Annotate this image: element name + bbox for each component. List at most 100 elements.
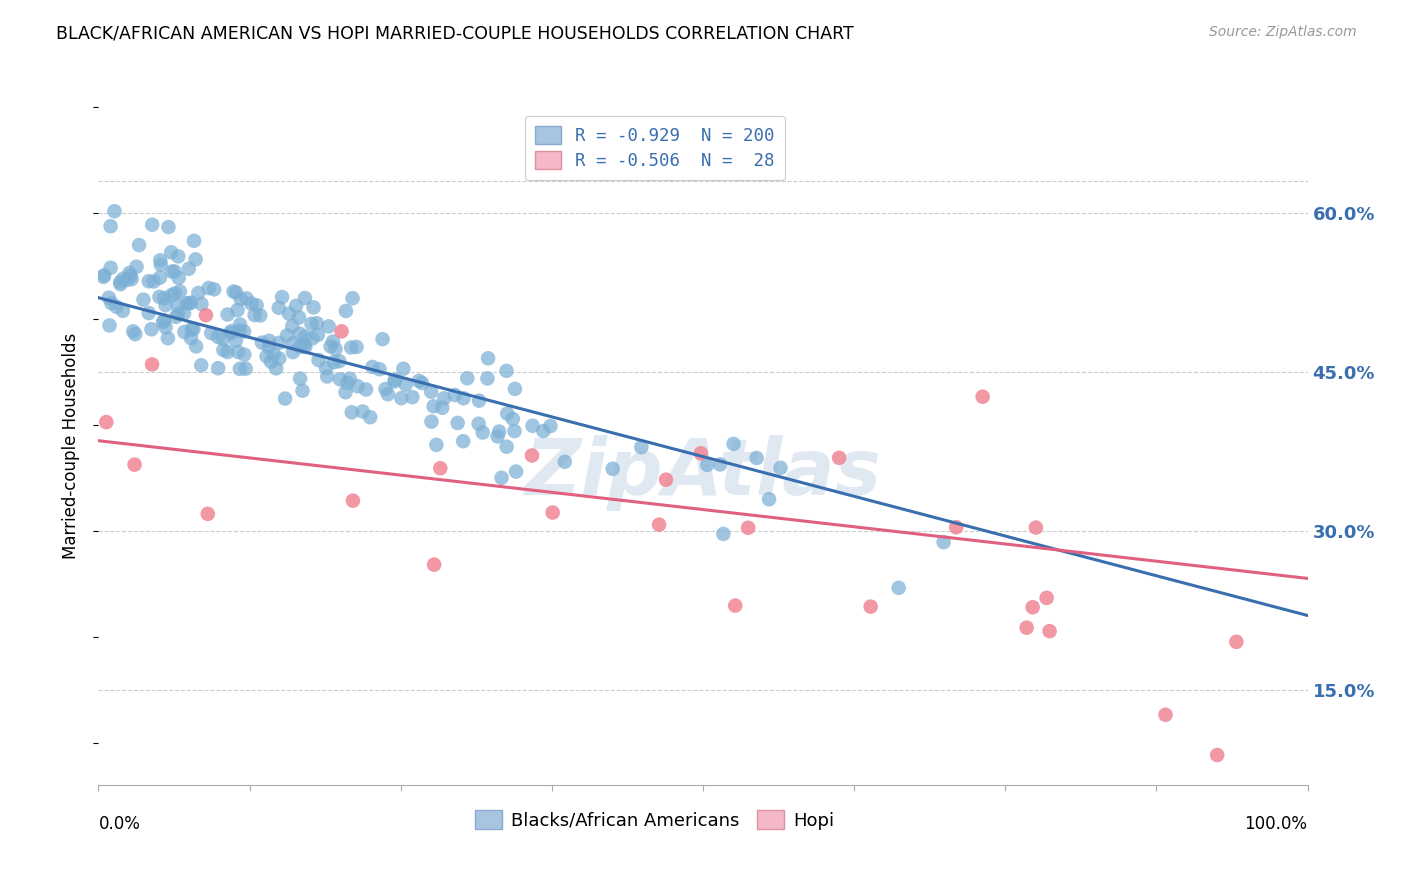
Point [384, 373, 406, 387]
Text: ZipAtlas: ZipAtlas [524, 435, 882, 511]
Point [235, 361, 257, 376]
Point [1154, 707, 1177, 722]
Point [267, 301, 290, 315]
Point [307, 327, 329, 342]
Point [745, 450, 768, 465]
Y-axis label: Married-couple Households: Married-couple Households [62, 333, 80, 559]
Point [122, 324, 145, 338]
Point [630, 440, 652, 454]
Point [1021, 600, 1043, 615]
Point [488, 425, 510, 439]
Point [103, 204, 125, 219]
Point [723, 437, 745, 451]
Point [157, 220, 180, 235]
Text: Source: ZipAtlas.com: Source: ZipAtlas.com [1209, 25, 1357, 39]
Point [141, 218, 163, 232]
Point [257, 340, 280, 354]
Point [183, 234, 205, 248]
Point [503, 382, 526, 396]
Point [118, 266, 141, 280]
Point [502, 412, 524, 426]
Point [1225, 635, 1247, 649]
Point [540, 419, 562, 434]
Point [138, 306, 160, 320]
Point [271, 290, 294, 304]
Point [859, 599, 882, 614]
Point [352, 404, 374, 418]
Point [1025, 520, 1047, 534]
Point [167, 249, 190, 263]
Point [100, 260, 122, 275]
Point [709, 458, 731, 472]
Point [243, 308, 266, 322]
Point [281, 319, 304, 334]
Point [322, 355, 344, 369]
Point [93, 268, 115, 283]
Point [520, 449, 543, 463]
Point [229, 362, 252, 376]
Point [288, 371, 311, 385]
Point [166, 298, 188, 312]
Point [149, 270, 172, 285]
Point [212, 332, 235, 346]
Point [155, 320, 177, 334]
Point [132, 293, 155, 307]
Point [425, 438, 447, 452]
Point [264, 361, 287, 376]
Point [340, 405, 363, 419]
Point [97, 291, 120, 305]
Point [541, 506, 564, 520]
Point [342, 493, 364, 508]
Point [240, 296, 263, 310]
Point [246, 298, 269, 312]
Point [100, 296, 122, 310]
Point [294, 291, 316, 305]
Point [554, 455, 576, 469]
Point [336, 376, 359, 390]
Point [141, 357, 163, 371]
Point [432, 401, 454, 415]
Point [105, 300, 128, 314]
Text: 0.0%: 0.0% [98, 815, 141, 833]
Point [173, 325, 195, 339]
Point [207, 330, 229, 344]
Point [263, 347, 285, 361]
Point [267, 335, 290, 350]
Point [1039, 624, 1062, 639]
Point [167, 271, 190, 285]
Point [222, 285, 245, 299]
Point [183, 322, 205, 336]
Point [486, 429, 509, 443]
Point [278, 307, 301, 321]
Point [655, 473, 678, 487]
Point [433, 392, 456, 406]
Point [177, 296, 200, 310]
Point [319, 339, 342, 353]
Point [887, 581, 910, 595]
Point [354, 383, 377, 397]
Point [149, 253, 172, 268]
Point [217, 345, 239, 359]
Point [322, 334, 344, 349]
Point [346, 379, 368, 393]
Point [302, 301, 325, 315]
Point [291, 384, 314, 398]
Point [505, 465, 527, 479]
Point [422, 399, 444, 413]
Point [124, 327, 146, 342]
Point [187, 286, 209, 301]
Point [1206, 747, 1229, 762]
Point [477, 351, 499, 366]
Point [202, 282, 225, 296]
Point [758, 492, 780, 507]
Point [160, 264, 183, 278]
Point [456, 371, 478, 385]
Point [219, 324, 242, 338]
Point [294, 340, 316, 354]
Point [200, 326, 222, 340]
Point [274, 392, 297, 406]
Point [335, 385, 357, 400]
Point [110, 277, 132, 292]
Point [328, 354, 350, 368]
Point [225, 285, 247, 300]
